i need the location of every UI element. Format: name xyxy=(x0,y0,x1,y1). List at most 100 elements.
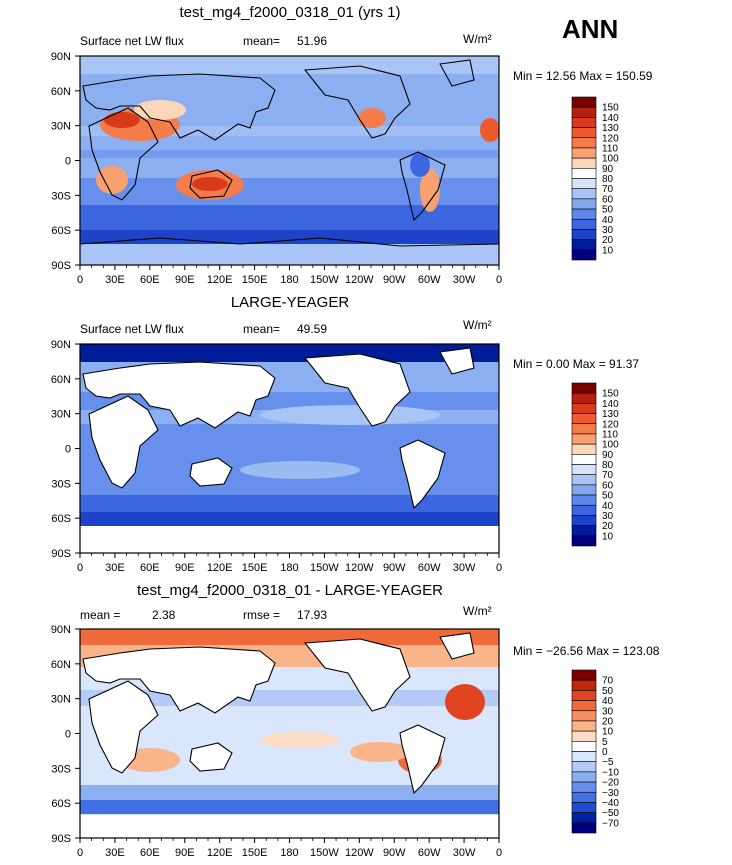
colorbar2-label: 80 xyxy=(602,460,614,471)
colorbar3-label: −10 xyxy=(602,767,619,778)
colorbar2-box xyxy=(571,382,597,394)
lon-tick-label: 150W xyxy=(310,847,339,859)
panel3-mean-label: mean = xyxy=(80,608,121,622)
lon-tick-label: 90W xyxy=(383,847,406,859)
colorbar2-box xyxy=(571,474,597,486)
lon-tick-label: 90W xyxy=(383,274,406,286)
lon-tick-label: 120W xyxy=(345,274,374,286)
colorbar1-box xyxy=(571,137,597,149)
colorbar1-label: 130 xyxy=(602,123,619,134)
colorbar3-box xyxy=(571,669,597,681)
lon-tick-label: 30W xyxy=(453,847,476,859)
colorbar1-box xyxy=(571,178,597,189)
lat-tick-label: 30S xyxy=(51,190,71,202)
colorbar3-label: 20 xyxy=(602,716,614,727)
panel1-title: test_mg4_f2000_0318_01 (yrs 1) xyxy=(179,4,401,21)
lat-tick-label: 0 xyxy=(65,729,71,741)
colorbar1-label: 110 xyxy=(602,143,618,154)
lat-tick-label: 30N xyxy=(51,409,71,421)
colorbar3-box xyxy=(571,710,597,722)
lat-tick-label: 60N xyxy=(51,659,71,671)
lat-tick-label: 90N xyxy=(51,51,71,63)
panel1-units: W/m² xyxy=(463,32,492,46)
lon-tick-label: 180 xyxy=(280,562,298,574)
panel1-coastlines xyxy=(80,59,499,247)
colorbar1-box xyxy=(571,229,597,240)
lat-tick-label: 90N xyxy=(51,339,71,351)
colorbar1-box xyxy=(571,188,597,200)
colorbar1-box xyxy=(571,218,597,230)
lon-tick-label: 60W xyxy=(418,562,441,574)
lon-tick-label: 180 xyxy=(280,274,298,286)
colorbar3-label: 30 xyxy=(602,706,614,717)
panel2-title: LARGE-YEAGER xyxy=(230,294,350,311)
lon-tick-label: 120W xyxy=(345,562,374,574)
colorbar1-box xyxy=(571,157,597,169)
lon-tick-label: 60E xyxy=(140,847,160,859)
colorbar1-box xyxy=(571,249,597,261)
colorbar3-box xyxy=(571,679,597,691)
colorbar1-box xyxy=(571,147,597,159)
panel2-land xyxy=(82,347,475,510)
colorbar1-box xyxy=(571,208,597,220)
colorbar2-label: 100 xyxy=(602,440,619,451)
colorbar3-label: 5 xyxy=(602,737,608,748)
colorbar2-box xyxy=(571,504,597,516)
lat-tick-label: 30N xyxy=(51,121,71,133)
lon-tick-label: 150W xyxy=(310,274,339,286)
colorbar2-box xyxy=(571,454,597,465)
lon-tick-label: 60W xyxy=(418,274,441,286)
colorbar2-label: 110 xyxy=(602,429,618,440)
lat-tick-label: 90S xyxy=(51,833,71,845)
lon-tick-label: 120E xyxy=(207,562,233,574)
panel3-title: test_mg4_f2000_0318_01 - LARGE-YEAGER xyxy=(136,582,443,599)
lat-tick-label: 0 xyxy=(65,156,71,168)
panel2-mean-value: 49.59 xyxy=(297,322,328,336)
colorbar3-box xyxy=(571,781,597,793)
colorbar2-box xyxy=(571,392,597,404)
panel3-mean-value: 2.38 xyxy=(152,608,176,622)
lat-tick-label: 60S xyxy=(51,798,71,810)
lon-tick-label: 180 xyxy=(280,847,298,859)
lon-tick-label: 0 xyxy=(77,562,83,574)
lon-tick-label: 30W xyxy=(453,562,476,574)
lon-tick-label: 90E xyxy=(175,562,195,574)
colorbar1-label: 150 xyxy=(602,103,619,114)
colorbar3-label: −40 xyxy=(602,798,619,809)
lat-tick-label: 90S xyxy=(51,548,71,560)
lon-tick-label: 150W xyxy=(310,562,339,574)
colorbar2-label: 50 xyxy=(602,491,614,502)
colorbar1-label: 40 xyxy=(602,215,614,226)
lon-tick-label: 0 xyxy=(496,274,502,286)
lon-tick-label: 0 xyxy=(496,562,502,574)
colorbar1-box xyxy=(571,168,597,179)
season-label: ANN xyxy=(562,14,619,44)
lon-tick-label: 150E xyxy=(242,847,268,859)
colorbar2-label: 10 xyxy=(602,531,614,542)
panel3-rmse-label: rmse = xyxy=(243,608,281,622)
colorbar2-box xyxy=(571,515,597,526)
panel3-land xyxy=(82,632,475,795)
lon-tick-label: 30W xyxy=(453,274,476,286)
colorbar1-label: 120 xyxy=(602,133,619,144)
colorbar3-box xyxy=(571,741,597,752)
panel2-units: W/m² xyxy=(463,318,492,332)
lon-tick-label: 120E xyxy=(207,847,233,859)
lat-tick-label: 60S xyxy=(51,225,71,237)
colorbar2-label: 40 xyxy=(602,501,614,512)
colorbar1-label: 60 xyxy=(602,194,614,205)
colorbar2-label: 20 xyxy=(602,521,614,532)
lon-tick-label: 120E xyxy=(207,274,233,286)
colorbar3-label: −5 xyxy=(602,757,614,768)
lon-tick-label: 0 xyxy=(77,847,83,859)
colorbar3-box xyxy=(571,791,597,803)
colorbar1-label: 50 xyxy=(602,205,614,216)
colorbar2-box xyxy=(571,484,597,496)
colorbar2-label: 130 xyxy=(602,409,619,420)
colorbar3-label: 70 xyxy=(602,676,614,687)
lat-tick-label: 60N xyxy=(51,86,71,98)
colorbar3-label: −30 xyxy=(602,788,619,799)
colorbar3-label: −50 xyxy=(602,808,619,819)
lat-tick-label: 30N xyxy=(51,694,71,706)
